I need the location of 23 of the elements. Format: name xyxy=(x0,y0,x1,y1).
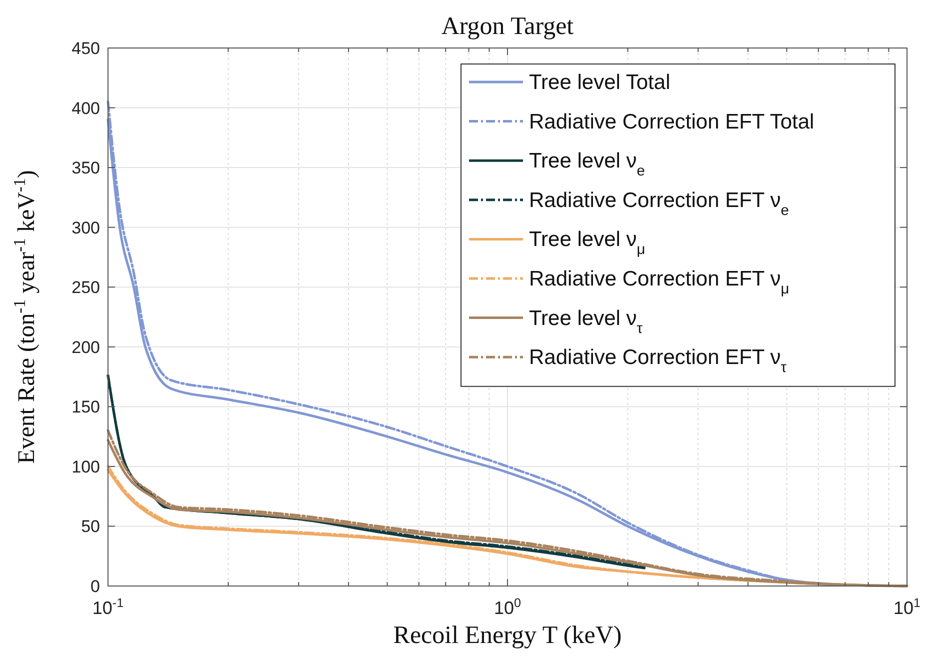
legend-label: Radiative Correction EFT Total xyxy=(529,110,814,134)
y-tick-label: 150 xyxy=(72,398,100,417)
y-tick-label: 300 xyxy=(72,218,100,238)
legend-label: Radiative Correction EFT ν$_{e}$ xyxy=(529,188,789,219)
legend-label: Radiative Correction EFT ν$_{τ}$ xyxy=(529,346,787,376)
y-tick-label: 0 xyxy=(90,577,100,596)
y-tick-label: 200 xyxy=(72,338,100,357)
y-tick-label: 250 xyxy=(72,278,100,298)
chart-title: Argon Target xyxy=(441,13,574,40)
legend-label: Tree level Total xyxy=(529,71,670,94)
legend-label: Tree level ν$_{e}$ xyxy=(529,150,645,180)
legend-label: Tree level ν$_{τ}$ xyxy=(529,306,643,337)
x-tick-label: 10$^{1}$ xyxy=(893,596,921,618)
legend-label: Tree level ν$_{μ}$ xyxy=(529,228,646,258)
y-tick-label: 50 xyxy=(81,517,100,536)
x-axis-title: Recoil Energy T (keV) xyxy=(393,622,622,649)
y-tick-label: 400 xyxy=(72,98,100,118)
y-tick-label: 350 xyxy=(72,158,100,178)
x-tick-label: 10$^{-1}$ xyxy=(92,596,124,618)
legend-label: Radiative Correction EFT ν$_{μ}$ xyxy=(529,268,790,298)
y-tick-label: 100 xyxy=(72,457,100,476)
x-tick-label: 10$^{0}$ xyxy=(494,596,522,618)
y-tick-label: 450 xyxy=(72,39,100,58)
